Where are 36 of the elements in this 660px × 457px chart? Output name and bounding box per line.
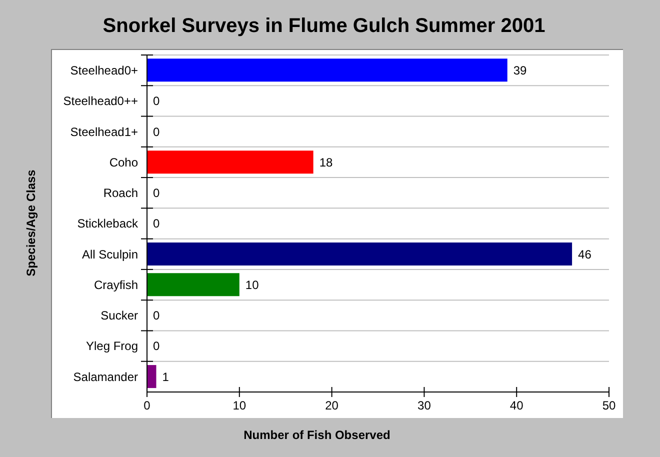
- data-label: 0: [153, 216, 160, 231]
- y-tick-label: Steelhead0+: [70, 64, 138, 78]
- x-tick-label: 30: [418, 398, 432, 413]
- bar: [147, 365, 156, 388]
- data-label: 0: [153, 124, 160, 139]
- x-tick-label: 20: [325, 398, 339, 413]
- y-tick-label: Crayfish: [94, 278, 138, 292]
- data-label: 39: [513, 64, 528, 78]
- bar: [147, 150, 314, 174]
- y-tick-label: Steelhead0++: [63, 94, 138, 108]
- data-label: 46: [578, 247, 592, 262]
- y-axis-title: Species/Age Class: [24, 170, 38, 276]
- y-tick-label: Roach: [103, 186, 138, 200]
- bar: [147, 273, 240, 296]
- data-label: 0: [153, 186, 160, 200]
- x-tick-label: 10: [232, 398, 246, 413]
- y-tick-label: Coho: [109, 155, 138, 170]
- data-label: 18: [319, 155, 333, 170]
- y-tick-label: Salamander: [73, 370, 138, 384]
- data-label: 0: [153, 339, 160, 354]
- x-axis-title: Number of Fish Observed: [242, 428, 392, 442]
- y-tick-label: Yleg Frog: [86, 339, 138, 354]
- data-label: 1: [162, 370, 170, 384]
- x-tick-label: 40: [510, 398, 524, 413]
- y-tick-label: All Sculpin: [82, 247, 138, 262]
- data-label: 0: [153, 308, 160, 323]
- y-tick-label: Sucker: [100, 308, 138, 323]
- x-tick-label: 50: [602, 398, 616, 413]
- y-tick-label: Stickleback: [77, 216, 139, 231]
- bar: [147, 242, 572, 266]
- bar: [147, 58, 508, 82]
- data-label: 0: [153, 94, 160, 108]
- data-label: 10: [245, 278, 260, 292]
- y-tick-label: Steelhead1+: [70, 124, 138, 139]
- x-tick-label: 0: [144, 398, 151, 413]
- chart-title: Snorkel Surveys in Flume Gulch Summer 2001: [102, 15, 546, 38]
